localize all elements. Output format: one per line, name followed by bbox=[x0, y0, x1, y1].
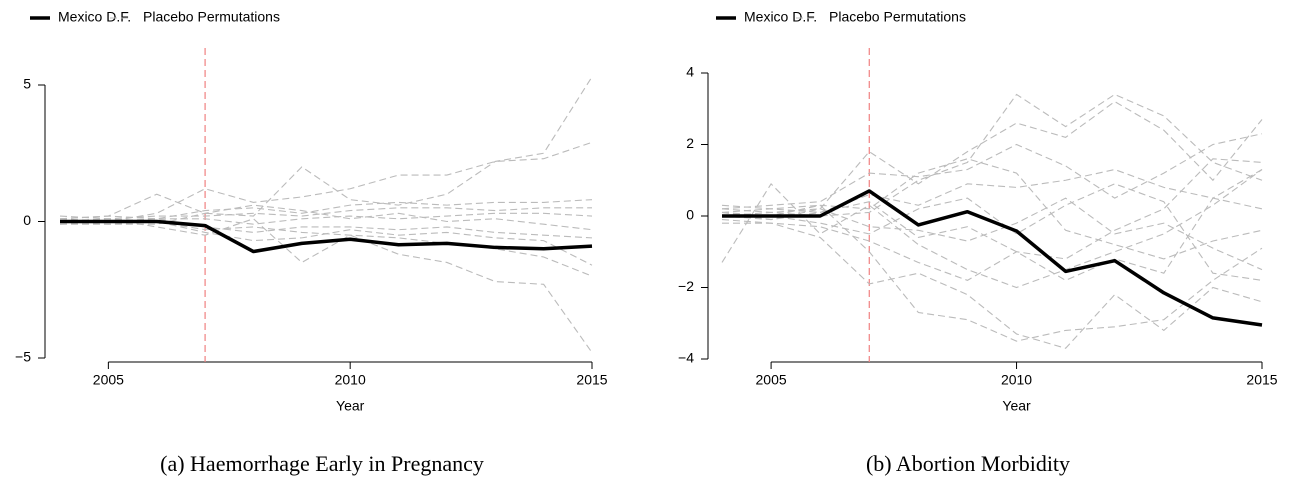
y-tick-label: 4 bbox=[686, 64, 694, 80]
placebo-line bbox=[722, 183, 1263, 281]
y-tick-label: 5 bbox=[23, 76, 31, 92]
caption: (a) Haemorrhage Early in Pregnancy bbox=[160, 451, 484, 476]
y-tick-label: 2 bbox=[686, 135, 694, 151]
legend-label: Placebo Permutations bbox=[829, 9, 966, 25]
placebo-line bbox=[721, 219, 1263, 349]
x-tick-label: 2005 bbox=[93, 372, 124, 388]
legend-label: Mexico D.F. bbox=[58, 9, 131, 25]
series-line bbox=[722, 189, 1263, 327]
placebo-line bbox=[60, 220, 593, 266]
placebo-line bbox=[721, 204, 1263, 342]
placebo-line bbox=[721, 133, 1263, 210]
placebo-line bbox=[59, 141, 593, 225]
placebo-line bbox=[721, 100, 1263, 221]
y-tick-label: −4 bbox=[678, 350, 694, 366]
placebo-line bbox=[721, 93, 1263, 217]
y-tick-label: 0 bbox=[686, 207, 694, 223]
placebo-line bbox=[59, 204, 593, 231]
y-tick-label: −2 bbox=[678, 278, 694, 294]
placebo-line bbox=[59, 207, 592, 220]
x-tick-label: 2010 bbox=[1001, 372, 1032, 388]
x-axis-label: Year bbox=[1002, 398, 1031, 414]
caption: (b) Abortion Morbidity bbox=[866, 451, 1070, 476]
x-tick-label: 2010 bbox=[335, 372, 366, 388]
placebo-line bbox=[722, 158, 1263, 281]
placebo-line bbox=[59, 76, 593, 220]
placebo-line bbox=[721, 169, 1263, 281]
x-tick-label: 2015 bbox=[576, 372, 607, 388]
y-tick-label: 0 bbox=[23, 212, 31, 228]
placebo-line bbox=[59, 218, 593, 353]
placebo-line bbox=[721, 197, 1263, 271]
placebo-line bbox=[59, 215, 593, 239]
x-tick-label: 2005 bbox=[756, 372, 787, 388]
series-line bbox=[60, 219, 593, 254]
x-tick-label: 2015 bbox=[1246, 372, 1277, 388]
placebo-line bbox=[60, 212, 593, 225]
y-tick-label: −5 bbox=[15, 349, 31, 365]
legend-label: Placebo Permutations bbox=[143, 9, 280, 25]
placebo-line bbox=[721, 158, 1263, 260]
placebo-line bbox=[721, 168, 1263, 221]
legend-label: Mexico D.F. bbox=[744, 9, 817, 25]
placebo-line bbox=[721, 169, 1263, 289]
x-axis-label: Year bbox=[336, 398, 365, 414]
